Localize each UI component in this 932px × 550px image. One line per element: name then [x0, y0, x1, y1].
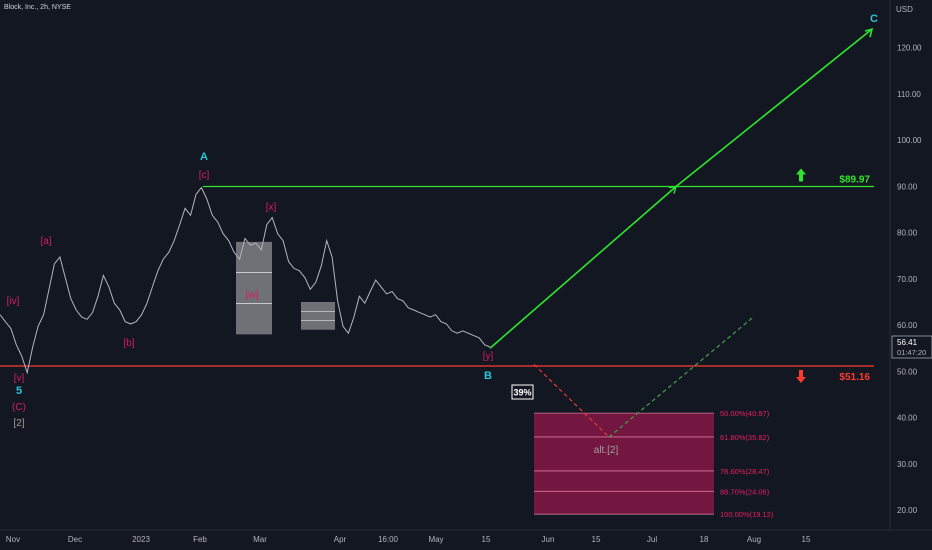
- y-tick-label: 70.00: [897, 275, 918, 284]
- fib-level-label: 100.00%(19.12): [720, 510, 774, 519]
- wave-label: (C): [12, 402, 26, 413]
- wave-label: [a]: [40, 236, 51, 247]
- x-tick-label: Dec: [68, 535, 82, 544]
- wave-label: 5: [16, 385, 22, 397]
- wave-label: [x]: [266, 202, 277, 213]
- y-tick-label: 40.00: [897, 414, 918, 423]
- resistance-level-label: $89.97: [839, 175, 870, 186]
- y-tick-label: 120.00: [897, 44, 922, 53]
- projection-line-wave-c: [676, 29, 872, 186]
- y-tick-label: 80.00: [897, 229, 918, 238]
- x-tick-label: Jul: [647, 535, 657, 544]
- wave-label: B: [484, 370, 492, 382]
- wave-label: [w]: [246, 290, 259, 301]
- y-tick-label: 30.00: [897, 460, 918, 469]
- x-tick-label: Nov: [6, 535, 20, 544]
- x-tick-label: Mar: [253, 535, 267, 544]
- wave-label: [2]: [13, 418, 24, 429]
- probability-badge-text: 39%: [513, 388, 531, 398]
- x-tick-label: Aug: [747, 535, 761, 544]
- down-arrow-icon: [796, 370, 806, 383]
- wave-label: alt.[2]: [594, 445, 619, 456]
- correction-box: [301, 302, 335, 330]
- x-tick-label: 18: [700, 535, 709, 544]
- support-level-label: $51.16: [839, 372, 870, 383]
- projection-line-to-target: [490, 187, 676, 349]
- fib-level-label: 88.70%(24.06): [720, 487, 770, 496]
- wave-label: C: [870, 13, 878, 25]
- up-arrow-icon: [796, 169, 806, 182]
- wave-label: [c]: [199, 170, 210, 181]
- x-tick-label: Apr: [334, 535, 347, 544]
- y-tick-label: 20.00: [897, 506, 918, 515]
- current-price-value: 56.41: [897, 338, 918, 347]
- current-price-countdown: 01:47:20: [897, 348, 926, 357]
- y-tick-label: 50.00: [897, 367, 918, 376]
- wave-label: [y]: [483, 351, 494, 362]
- fib-level-label: 78.60%(28.47): [720, 467, 770, 476]
- y-tick-label: 90.00: [897, 182, 918, 191]
- x-tick-label: 2023: [132, 535, 150, 544]
- fib-level-label: 61.80%(35.82): [720, 433, 770, 442]
- wave-label: [iv]: [7, 296, 20, 307]
- x-tick-label: May: [428, 535, 443, 544]
- x-tick-label: 15: [482, 535, 491, 544]
- fib-level-label: 50.00%(40.97): [720, 409, 770, 418]
- wave-label: [b]: [123, 338, 134, 349]
- wave-label: [v]: [14, 373, 25, 384]
- fib-target-zone: [534, 413, 714, 514]
- x-tick-label: Feb: [193, 535, 207, 544]
- x-tick-label: 15: [802, 535, 811, 544]
- correction-box: [236, 242, 272, 334]
- wave-label: A: [200, 151, 208, 163]
- x-tick-label: Jun: [542, 535, 555, 544]
- y-tick-label: 110.00: [897, 90, 921, 99]
- x-tick-label: 16:00: [378, 535, 399, 544]
- x-tick-label: 15: [592, 535, 601, 544]
- y-tick-label: 60.00: [897, 321, 918, 330]
- y-tick-label: 100.00: [897, 136, 922, 145]
